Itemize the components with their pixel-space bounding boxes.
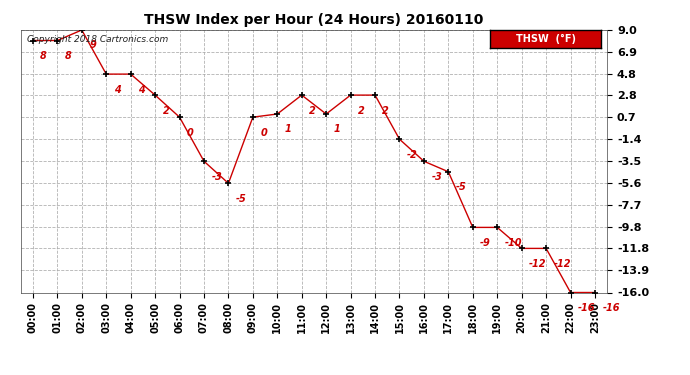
Text: 2: 2 [309, 106, 316, 116]
Title: THSW Index per Hour (24 Hours) 20160110: THSW Index per Hour (24 Hours) 20160110 [144, 13, 484, 27]
Text: 4: 4 [114, 85, 120, 94]
Text: Copyright 2018 Cartronics.com: Copyright 2018 Cartronics.com [26, 35, 168, 44]
Text: -16: -16 [602, 303, 620, 313]
Text: -2: -2 [407, 150, 417, 160]
Text: -5: -5 [236, 194, 246, 204]
Text: -12: -12 [553, 259, 571, 269]
Text: 8: 8 [65, 51, 72, 61]
Text: -3: -3 [211, 172, 222, 182]
Text: 9: 9 [89, 40, 96, 51]
Text: 2: 2 [162, 106, 169, 116]
Text: -5: -5 [455, 182, 466, 192]
Text: -16: -16 [578, 303, 595, 313]
Text: 1: 1 [333, 124, 340, 135]
Text: 2: 2 [358, 106, 365, 116]
Text: 0: 0 [187, 128, 194, 138]
Text: -12: -12 [529, 259, 546, 269]
Text: 1: 1 [284, 124, 291, 135]
Text: -3: -3 [431, 172, 442, 182]
Text: 0: 0 [260, 128, 267, 138]
Text: 2: 2 [382, 106, 389, 116]
Text: -10: -10 [504, 238, 522, 248]
Text: 8: 8 [40, 51, 47, 61]
Text: 4: 4 [138, 85, 145, 94]
Text: -9: -9 [480, 238, 491, 248]
